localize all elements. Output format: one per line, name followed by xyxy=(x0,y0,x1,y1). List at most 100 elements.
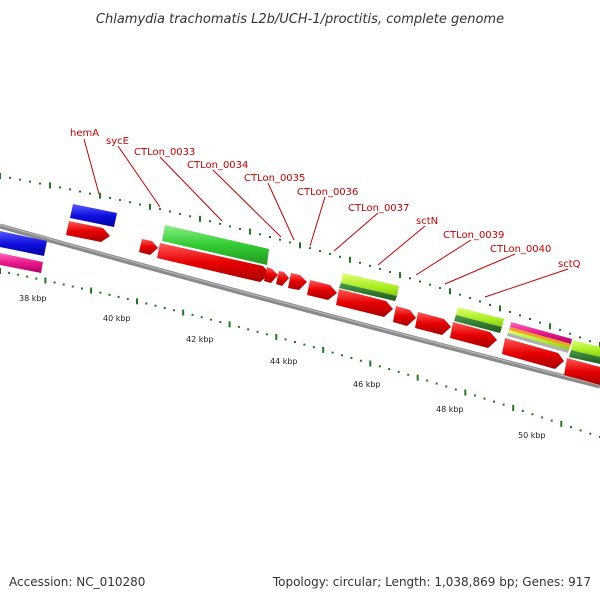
magenta-feature[interactable] xyxy=(0,253,43,273)
inner-minor-tick xyxy=(26,275,29,278)
inner-minor-tick xyxy=(154,304,157,307)
lime-feature-CTLon_0039[interactable] xyxy=(456,307,504,327)
inner-minor-tick xyxy=(200,316,203,319)
outer-minor-tick xyxy=(489,303,491,306)
gene-arrow-edge[interactable] xyxy=(564,358,600,385)
outer-minor-tick xyxy=(479,300,481,303)
lime-feature-sctN[interactable] xyxy=(341,273,399,296)
orange-feature-sctQ[interactable] xyxy=(509,327,571,347)
outer-minor-tick xyxy=(9,176,11,179)
inner-minor-tick xyxy=(359,359,362,362)
inner-major-tick xyxy=(0,268,1,274)
inner-minor-tick xyxy=(284,338,287,341)
gene-arrow-CTLon_0034[interactable] xyxy=(264,267,278,283)
outer-major-tick xyxy=(149,203,151,210)
outer-minor-tick xyxy=(19,178,21,181)
scale-label-48: 48 kbp xyxy=(436,405,464,414)
gene-label-sctN[interactable]: sctN xyxy=(416,216,438,227)
gene-arrow-CTLon_0033[interactable] xyxy=(157,243,270,282)
gene-arrow-CTLon_0040[interactable] xyxy=(450,322,497,348)
outer-minor-tick xyxy=(539,321,541,324)
outer-minor-tick xyxy=(79,190,81,193)
dkgreen-feature-CTLon_0039[interactable] xyxy=(454,315,502,333)
scale-label-42: 42 kbp xyxy=(186,335,214,344)
gray-feature-sctQ[interactable] xyxy=(507,333,569,353)
dkgreen-feature-edge[interactable] xyxy=(569,350,600,364)
inner-minor-tick xyxy=(117,295,120,298)
inner-minor-tick xyxy=(454,388,457,391)
gene-arrow-sctQ[interactable] xyxy=(502,338,564,369)
outer-minor-tick xyxy=(229,225,231,228)
inner-minor-tick xyxy=(493,400,495,403)
gene-label-hemA[interactable]: hemA xyxy=(70,128,99,139)
inner-minor-tick xyxy=(312,346,315,349)
inner-minor-tick xyxy=(541,416,544,419)
blue-feature-hemA[interactable] xyxy=(70,204,117,227)
gene-label-CTLon_0034[interactable]: CTLon_0034 xyxy=(187,160,248,171)
blue-feature[interactable] xyxy=(0,231,47,256)
gene-arrow-hemA[interactable] xyxy=(66,221,110,242)
leader-CTLon_0039 xyxy=(415,239,472,276)
outer-minor-tick xyxy=(369,264,371,267)
genome-backbone-highlight xyxy=(0,224,600,386)
scale-label-46: 46 kbp xyxy=(353,380,381,389)
inner-minor-tick xyxy=(521,410,524,412)
gene-arrow-CTLon_0036[interactable] xyxy=(288,273,307,290)
inner-minor-tick xyxy=(126,298,129,301)
lime-feature-sctQ[interactable] xyxy=(508,330,570,350)
scale-label-38: 38 kbp xyxy=(19,294,47,303)
inner-minor-tick xyxy=(62,283,65,286)
label-leaders xyxy=(83,138,569,298)
outer-minor-tick xyxy=(409,277,411,280)
outer-major-tick xyxy=(449,288,451,295)
outer-minor-tick xyxy=(529,318,531,320)
magenta-feature-sctQ[interactable] xyxy=(510,322,572,344)
gene-arrow-CTLon_0039-a[interactable] xyxy=(393,306,416,326)
outer-major-tick xyxy=(399,272,401,279)
inner-minor-tick xyxy=(81,287,83,290)
green-feature-CTLon_0033[interactable] xyxy=(162,225,269,265)
outer-minor-tick xyxy=(569,332,571,335)
inner-minor-tick xyxy=(435,382,438,385)
gene-label-CTLon_0033[interactable]: CTLon_0033 xyxy=(134,147,195,158)
gene-arrow-CTLon_0039-b[interactable] xyxy=(415,312,451,335)
inner-minor-tick xyxy=(191,313,194,316)
inner-minor-tick xyxy=(145,302,148,305)
outer-minor-tick xyxy=(209,220,211,223)
outer-minor-tick xyxy=(179,212,181,215)
outer-major-tick xyxy=(199,215,201,222)
outer-minor-tick xyxy=(519,314,521,317)
gene-label-sctQ[interactable]: sctQ xyxy=(558,259,581,270)
inner-minor-tick xyxy=(210,318,212,321)
inner-major-tick xyxy=(322,346,325,353)
outer-major-tick xyxy=(49,182,51,189)
gene-label-CTLon_0037[interactable]: CTLon_0037 xyxy=(348,203,409,214)
outer-minor-tick xyxy=(419,280,421,283)
outer-minor-tick xyxy=(429,283,431,286)
gene-labels: hemA sycE CTLon_0033 CTLon_0034 CTLon_00… xyxy=(70,128,581,270)
inner-major-tick xyxy=(275,333,278,340)
gene-label-CTLon_0035[interactable]: CTLon_0035 xyxy=(244,173,305,184)
inner-major-tick xyxy=(182,309,185,316)
outer-minor-tick xyxy=(289,241,291,244)
outer-minor-tick xyxy=(329,252,331,255)
outer-minor-tick xyxy=(59,186,61,189)
inner-minor-tick xyxy=(303,343,306,346)
gene-label-CTLon_0040[interactable]: CTLon_0040 xyxy=(490,244,551,255)
outer-minor-tick xyxy=(259,233,261,236)
gene-arrow-CTLon_0035[interactable] xyxy=(276,271,289,286)
gene-label-CTLon_0039[interactable]: CTLon_0039 xyxy=(443,230,504,241)
outer-major-tick xyxy=(549,323,551,330)
lime-feature-edge[interactable] xyxy=(571,340,600,357)
outer-minor-tick xyxy=(129,201,131,204)
gene-arrow-sctN[interactable] xyxy=(336,289,393,317)
inner-minor-tick xyxy=(570,426,572,429)
inner-major-tick xyxy=(228,321,231,328)
gene-arrow-CTLon_0037[interactable] xyxy=(307,280,337,300)
gene-label-CTLon_0036[interactable]: CTLon_0036 xyxy=(297,187,358,198)
inner-minor-tick xyxy=(108,293,111,296)
inner-minor-tick xyxy=(71,285,74,288)
gene-label-sycE[interactable]: sycE xyxy=(106,136,129,147)
dkgreen-feature-sctN[interactable] xyxy=(339,283,397,301)
gene-arrow-sycE[interactable] xyxy=(139,239,158,255)
